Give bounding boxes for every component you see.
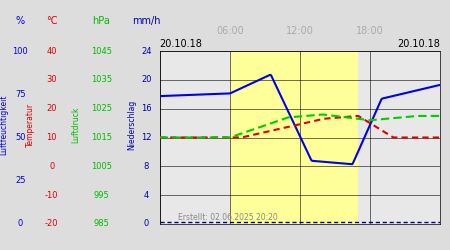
Text: 20.10.18: 20.10.18	[397, 39, 440, 49]
Text: 985: 985	[93, 219, 109, 228]
Text: 20: 20	[141, 76, 152, 84]
Text: 40: 40	[46, 47, 57, 56]
Text: 4: 4	[144, 190, 149, 200]
Text: 100: 100	[13, 47, 28, 56]
Text: Niederschlag: Niederschlag	[127, 100, 136, 150]
Text: 24: 24	[141, 47, 152, 56]
Text: 0: 0	[18, 219, 23, 228]
Text: 16: 16	[141, 104, 152, 113]
Bar	[230, 51, 358, 224]
Text: hPa: hPa	[92, 16, 110, 26]
Text: 75: 75	[15, 90, 26, 99]
Text: 1005: 1005	[91, 162, 112, 171]
Text: 25: 25	[15, 176, 26, 185]
Text: -10: -10	[45, 190, 58, 200]
Text: 12:00: 12:00	[286, 26, 314, 36]
Text: 0: 0	[49, 162, 54, 171]
Text: 50: 50	[15, 133, 26, 142]
Text: Luftfeuchtigkeit: Luftfeuchtigkeit	[0, 95, 8, 155]
Text: 1015: 1015	[91, 133, 112, 142]
Text: 8: 8	[144, 162, 149, 171]
Text: Luftdruck: Luftdruck	[71, 107, 80, 143]
Text: °C: °C	[46, 16, 58, 26]
Text: Temperatur: Temperatur	[26, 103, 35, 147]
Text: mm/h: mm/h	[132, 16, 161, 26]
Text: 1025: 1025	[91, 104, 112, 113]
Text: Erstellt: 02.06.2025 20:20: Erstellt: 02.06.2025 20:20	[178, 214, 278, 222]
Text: 06:00: 06:00	[216, 26, 244, 36]
Text: 1045: 1045	[91, 47, 112, 56]
Text: %: %	[16, 16, 25, 26]
Text: 20.10.18: 20.10.18	[160, 39, 202, 49]
Text: 995: 995	[94, 190, 109, 200]
Text: -20: -20	[45, 219, 58, 228]
Text: 18:00: 18:00	[356, 26, 384, 36]
Text: 1035: 1035	[91, 76, 112, 84]
Text: 0: 0	[144, 219, 149, 228]
Text: 30: 30	[46, 76, 57, 84]
Text: 12: 12	[141, 133, 152, 142]
Text: 10: 10	[46, 133, 57, 142]
Text: 20: 20	[46, 104, 57, 113]
